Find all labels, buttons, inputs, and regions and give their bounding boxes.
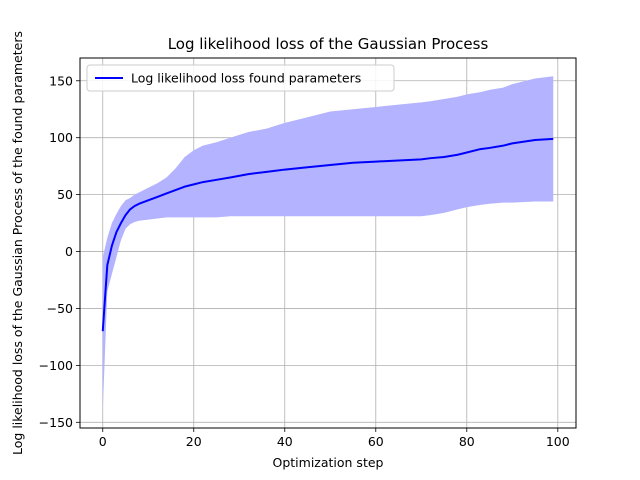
y-axis-label: Log likelihood loss of the Gaussian Proc… — [10, 31, 25, 455]
chart-title: Log likelihood loss of the Gaussian Proc… — [168, 35, 489, 53]
legend-box — [86, 64, 395, 92]
y-tick-label: 0 — [65, 244, 73, 259]
y-tick-label: −100 — [39, 358, 73, 373]
y-tick-label: 150 — [49, 73, 73, 88]
x-tick-label: 40 — [277, 434, 293, 449]
plot-frame — [79, 57, 577, 429]
legend-entry-label: Log likelihood loss found parameters — [131, 71, 361, 86]
confidence-band-layer — [102, 76, 554, 411]
series-line-layer — [101, 137, 554, 332]
y-tick-label: −150 — [39, 415, 73, 430]
y-tick-label: 100 — [49, 130, 73, 145]
x-tick-label: 80 — [459, 434, 475, 449]
confidence-band — [102, 76, 554, 411]
x-axis-label: Optimization step — [273, 455, 384, 470]
y-axis-ticks: −150 −100 −50 0 50 100 150 — [39, 73, 80, 430]
y-tick-label: −50 — [47, 301, 73, 316]
x-tick-label: 60 — [368, 434, 384, 449]
x-tick-label: 100 — [546, 434, 570, 449]
x-tick-label: 0 — [99, 434, 107, 449]
x-tick-label: 20 — [186, 434, 202, 449]
x-axis-ticks: 0 20 40 60 80 100 — [99, 428, 570, 449]
legend: Log likelihood loss found parameters — [86, 64, 395, 92]
y-tick-label: 50 — [57, 187, 73, 202]
series-line — [101, 137, 554, 332]
